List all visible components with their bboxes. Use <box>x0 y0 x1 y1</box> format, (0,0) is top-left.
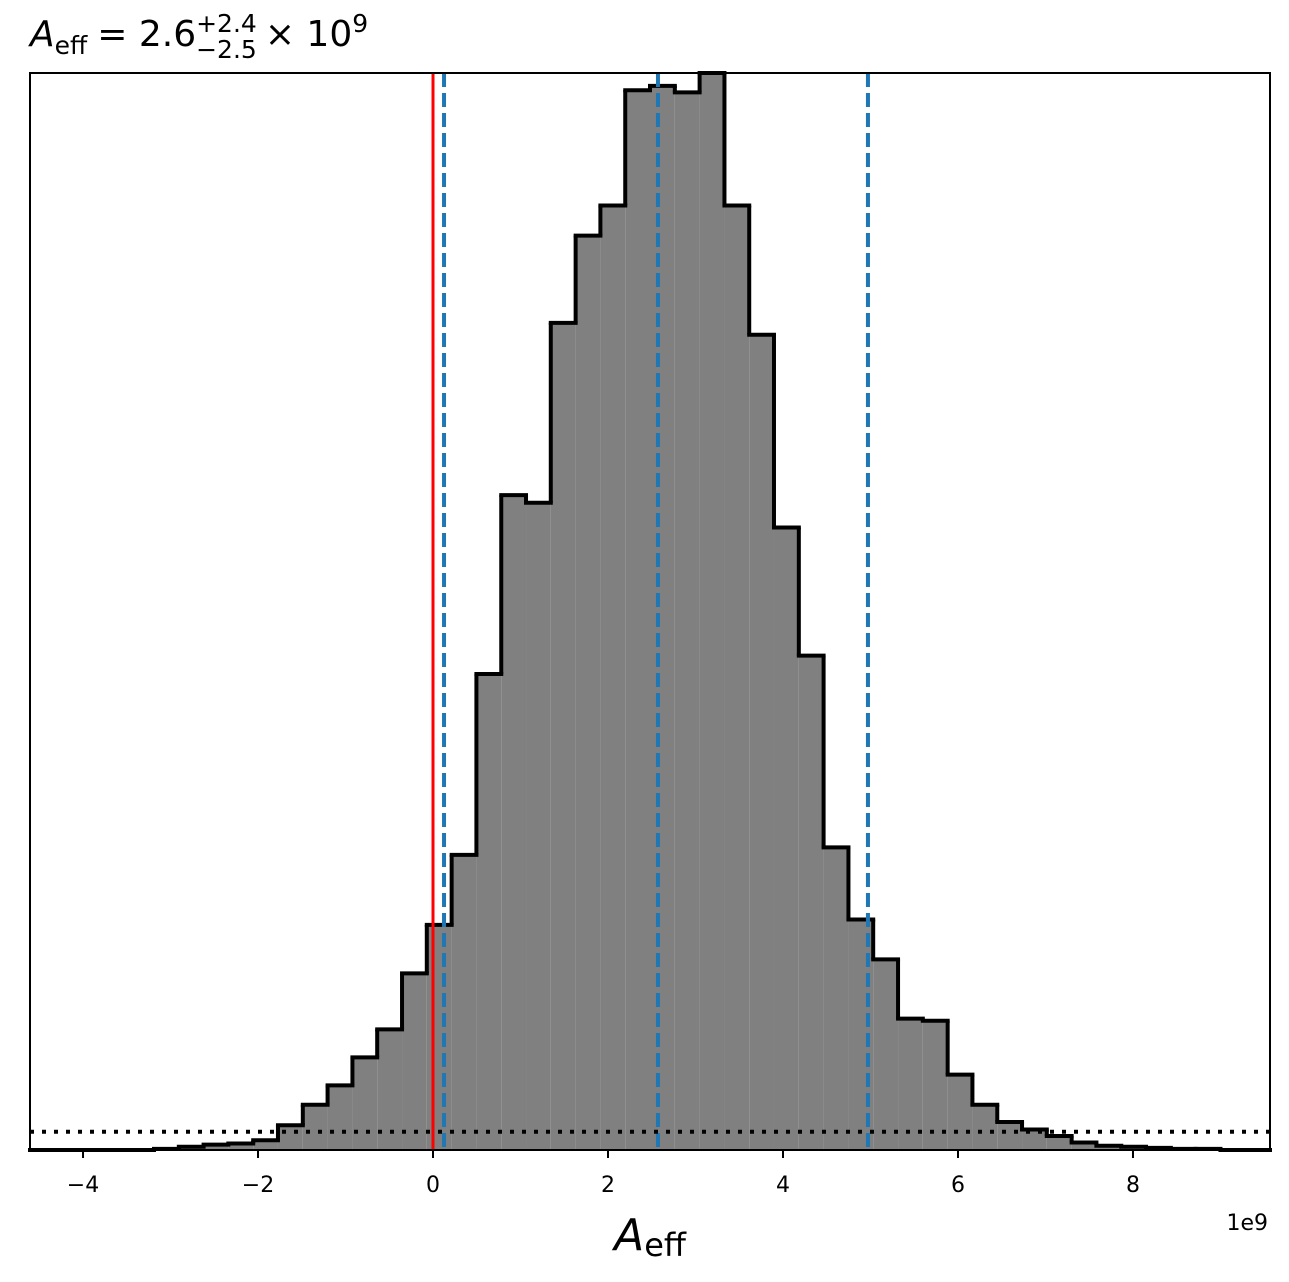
x-tick-label: −4 <box>67 1173 99 1198</box>
bar <box>997 1121 1023 1150</box>
bar <box>749 334 774 1150</box>
x-tick-label: 2 <box>601 1173 615 1198</box>
bar <box>476 673 502 1150</box>
bar <box>402 973 427 1150</box>
bar <box>625 90 650 1150</box>
title-value: = 2.6 <box>97 14 196 55</box>
bar <box>1096 1145 1122 1150</box>
bar <box>426 924 452 1150</box>
x-label-symbol: A <box>611 1210 644 1261</box>
x-axis-label: Aeff <box>611 1210 687 1264</box>
bar <box>575 235 601 1150</box>
bar <box>972 1104 998 1150</box>
title-upper: +2.4 <box>196 9 257 38</box>
bar <box>1046 1135 1072 1150</box>
title-subscript: eff <box>55 31 88 60</box>
x-label-subscript: eff <box>644 1226 687 1264</box>
bar <box>898 1018 923 1150</box>
bar <box>203 1144 229 1150</box>
title-lower: −2.5 <box>196 35 257 64</box>
plot-area <box>28 71 1272 1152</box>
bar <box>674 92 700 1151</box>
bar <box>302 1104 328 1150</box>
bar <box>253 1140 278 1150</box>
bar <box>550 322 576 1150</box>
x-tick-label: 8 <box>1126 1173 1140 1198</box>
bar <box>947 1074 973 1150</box>
bar <box>451 854 477 1150</box>
bar <box>650 85 675 1151</box>
bar <box>352 1057 378 1150</box>
bar <box>526 502 551 1150</box>
bar <box>922 1020 948 1150</box>
x-tick-label: 4 <box>776 1173 790 1198</box>
x-tick-label: 6 <box>951 1173 965 1198</box>
bar <box>228 1143 254 1150</box>
bar <box>1022 1129 1047 1150</box>
title-symbol: A <box>28 14 55 55</box>
bar <box>724 205 750 1150</box>
bar <box>600 205 626 1150</box>
plot-frame <box>29 72 1271 1151</box>
bar <box>798 655 824 1150</box>
x-tick-label: 0 <box>426 1173 440 1198</box>
bar <box>277 1125 303 1150</box>
bar <box>873 959 899 1150</box>
bar <box>823 847 849 1150</box>
bar <box>1071 1142 1097 1150</box>
bar <box>327 1085 353 1150</box>
title-exponent: 9 <box>352 9 368 38</box>
x-offset-label: 1e9 <box>1226 1211 1268 1236</box>
title-times: × 10 <box>265 14 352 55</box>
x-tick-label: −2 <box>242 1173 274 1198</box>
bar <box>773 527 799 1150</box>
bar <box>501 495 527 1151</box>
bar <box>699 73 725 1150</box>
chart-title: Aeff = 2.6+2.4 −2.5 × 109 <box>28 9 368 64</box>
